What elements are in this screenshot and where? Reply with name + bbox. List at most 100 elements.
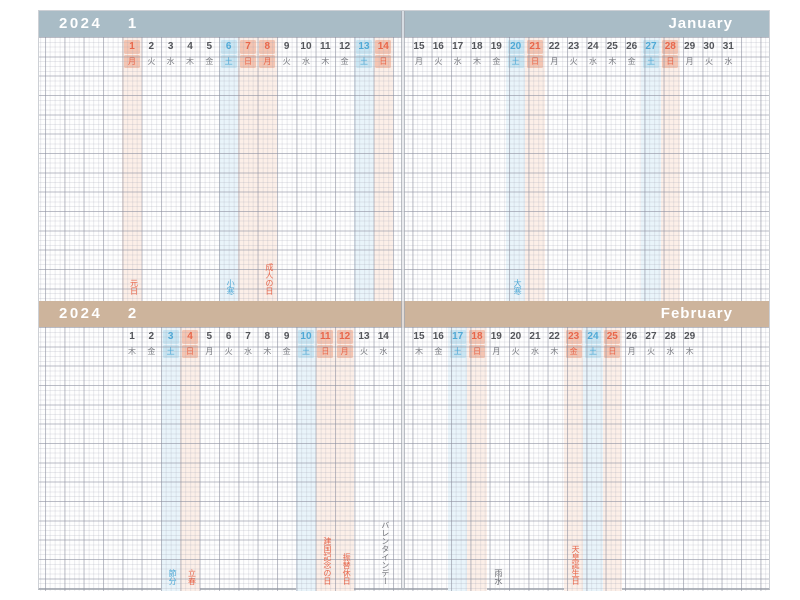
holiday-annotation: 天皇誕生日 <box>571 545 581 585</box>
date-number: 20 <box>510 331 522 342</box>
binding-gutter <box>401 11 405 588</box>
date-number: 1 <box>129 41 135 52</box>
date-number: 12 <box>339 331 351 342</box>
holiday-annotation: 建国記念の日 <box>322 537 332 585</box>
date-number: 11 <box>320 41 331 52</box>
weekday-label: 月 <box>205 347 214 356</box>
sunday-column-highlight <box>122 37 142 301</box>
weekday-label: 木 <box>414 347 423 356</box>
date-number: 22 <box>548 331 560 342</box>
date-number: 15 <box>413 41 425 52</box>
date-number: 21 <box>529 41 541 52</box>
date-number: 15 <box>413 331 425 342</box>
weekday-label: 金 <box>569 347 578 356</box>
weekday-label: 木 <box>127 347 136 356</box>
weekday-label: 金 <box>627 57 636 66</box>
sunday-column-highlight <box>373 37 393 301</box>
saturday-column-highlight <box>354 37 374 301</box>
weekday-label: 月 <box>627 347 636 356</box>
weekday-label: 水 <box>243 347 252 356</box>
date-number: 24 <box>587 41 599 52</box>
date-number: 28 <box>664 331 676 342</box>
date-number: 19 <box>490 331 502 342</box>
date-number: 8 <box>264 41 271 52</box>
weekday-label: 月 <box>340 347 349 356</box>
sunday-column-highlight <box>180 327 200 591</box>
date-number: 13 <box>358 331 370 342</box>
weekday-label: 水 <box>724 57 733 66</box>
year-label: 2024 <box>59 15 103 32</box>
date-number: 9 <box>283 331 290 342</box>
date-number: 25 <box>606 331 618 342</box>
weekday-label: 水 <box>666 347 675 356</box>
weekday-label: 火 <box>511 347 520 356</box>
date-number: 7 <box>245 41 251 52</box>
weekday-label: 日 <box>472 347 481 356</box>
holiday-annotation: 雨水 <box>493 569 503 585</box>
date-number: 2 <box>148 41 155 52</box>
sunday-column-highlight <box>660 37 680 301</box>
date-number: 10 <box>300 41 312 52</box>
saturday-column-highlight <box>160 327 181 591</box>
weekday-label: 金 <box>147 347 156 356</box>
weekday-label: 日 <box>666 57 675 66</box>
weekday-label: 日 <box>530 57 539 66</box>
saturday-column-highlight <box>505 37 526 301</box>
date-number: 1 <box>129 331 135 342</box>
date-number: 11 <box>320 331 331 342</box>
weekday-label: 木 <box>685 347 694 356</box>
date-number: 20 <box>510 41 522 52</box>
weekday-label: 月 <box>263 57 272 66</box>
weekday-label: 金 <box>492 57 501 66</box>
date-number: 25 <box>606 41 618 52</box>
weekday-label: 水 <box>530 347 539 356</box>
date-number: 17 <box>452 41 464 52</box>
weekday-label: 土 <box>511 57 520 66</box>
month-name: February <box>660 305 733 322</box>
holiday-annotation: 大寒 <box>513 279 523 295</box>
weekday-label: 木 <box>321 57 330 66</box>
month-number: 1 <box>127 15 137 32</box>
weekday-label: 木 <box>263 347 272 356</box>
date-number: 14 <box>377 331 389 342</box>
date-number: 14 <box>377 41 389 52</box>
date-number: 7 <box>245 331 251 342</box>
planner-spread: 2024 1 January 1 月 2 火 3 水 4 木 5 金 6 土 7 日 8 月 9 火 10 水 11 木 1… <box>38 10 770 591</box>
weekday-label: 月 <box>492 347 501 356</box>
weekday-label: 火 <box>569 57 578 66</box>
date-number: 16 <box>432 41 444 52</box>
date-number: 31 <box>722 41 734 52</box>
holiday-annotation: 小寒 <box>226 279 236 295</box>
date-number: 2 <box>148 331 155 342</box>
weekday-label: 火 <box>224 347 233 356</box>
date-number: 30 <box>703 41 715 52</box>
date-number: 9 <box>283 41 290 52</box>
date-number: 17 <box>452 331 464 342</box>
weekday-label: 火 <box>359 347 368 356</box>
date-number: 4 <box>187 41 193 52</box>
weekday-label: 木 <box>472 57 481 66</box>
weekday-label: 火 <box>434 57 443 66</box>
date-number: 3 <box>167 331 174 342</box>
weekday-label: 土 <box>453 347 462 356</box>
date-number: 12 <box>339 41 351 52</box>
weekday-label: 土 <box>588 347 597 356</box>
weekday-label: 土 <box>359 57 368 66</box>
weekday-label: 金 <box>205 57 214 66</box>
date-number: 16 <box>432 331 444 342</box>
weekday-label: 木 <box>550 347 559 356</box>
weekday-label: 日 <box>185 347 194 356</box>
date-number: 23 <box>568 41 580 52</box>
date-number: 8 <box>264 331 271 342</box>
weekday-label: 土 <box>301 347 310 356</box>
date-number: 21 <box>529 331 541 342</box>
weekday-label: 金 <box>340 57 349 66</box>
holiday-annotation: 振替休日 <box>342 553 352 585</box>
date-number: 3 <box>167 41 174 52</box>
weekday-label: 火 <box>704 57 713 66</box>
weekday-label: 土 <box>646 57 655 66</box>
weekday-label: 土 <box>224 57 233 66</box>
weekday-label: 日 <box>243 57 252 66</box>
date-number: 6 <box>225 331 232 342</box>
weekday-label: 月 <box>550 57 559 66</box>
